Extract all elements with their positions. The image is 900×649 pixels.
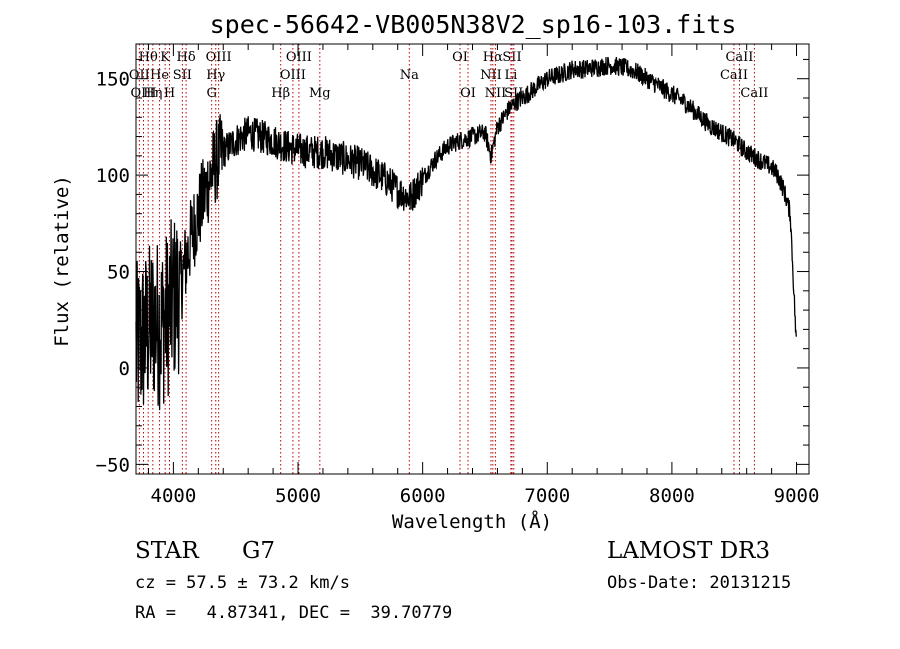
line-label-25: CaII [725, 50, 753, 65]
axes: 4000 5000 6000 7000 8000 9000 −50 0 50 100 150 [96, 44, 820, 507]
line-label-3: K [160, 50, 170, 65]
redshift-cz: cz = 57.5 ± 73.2 km/s [135, 573, 350, 593]
observation-date: Obs-Date: 20131215 [607, 573, 792, 593]
y-tick-label-2: 50 [107, 262, 130, 284]
y-tick-label-4: 150 [96, 69, 130, 91]
plot-frame [135, 43, 810, 475]
line-label-6: SII [173, 68, 192, 83]
line-label-19: Hα [483, 50, 503, 65]
line-label-12: Hβ [271, 86, 290, 101]
line-label-10: Hγ [206, 68, 225, 83]
x-axis-label: Wavelength (Å) [392, 510, 552, 533]
line-label-2: OIII [130, 86, 156, 101]
line-label-7: H [164, 86, 175, 101]
line-label-4: He [150, 68, 169, 83]
y-tick-label-1: 0 [119, 358, 130, 380]
line-label-9: OIII [206, 50, 232, 65]
line-label-22: SII [502, 50, 521, 65]
y-tick-label-3: 100 [96, 165, 130, 187]
chart-title: spec-56642-VB005N38V2_sp16-103.fits [210, 10, 737, 39]
object-class: STAR [135, 538, 199, 564]
line-label-8: Hδ [177, 50, 196, 65]
line-label-17: OI [452, 50, 468, 65]
line-label-20: NII [480, 68, 502, 83]
line-label-13: OIII [286, 50, 312, 65]
line-label-15: Mg [309, 86, 331, 101]
line-label-27: CaII [740, 86, 768, 101]
line-label-21: NII [485, 86, 507, 101]
line-label-5: Hη [143, 86, 162, 101]
line-label-11: G [206, 86, 216, 101]
y-tick-label-0: −50 [96, 454, 130, 476]
spectrum-line [135, 56, 797, 411]
line-label-18: OI [460, 86, 476, 101]
line-label-23: Li [504, 68, 517, 83]
x-tick-label-2: 6000 [400, 485, 446, 507]
x-tick-label-4: 8000 [649, 485, 695, 507]
line-label-1: OII [129, 68, 150, 83]
line-label-14: OIII [280, 68, 306, 83]
x-tick-label-3: 7000 [524, 485, 570, 507]
survey-label: LAMOST DR3 [607, 538, 771, 564]
object-subclass: G7 [242, 538, 276, 564]
line-label-16: Na [400, 68, 419, 83]
line-label-0: Hθ [139, 50, 158, 65]
line-label-26: CaII [720, 68, 748, 83]
x-tick-label-1: 5000 [275, 485, 321, 507]
x-tick-label-5: 9000 [774, 485, 820, 507]
x-tick-label-0: 4000 [151, 485, 197, 507]
ra-dec-coordinates: RA = 4.87341, DEC = 39.70779 [135, 603, 453, 623]
y-axis-label: Flux (relative) [51, 175, 73, 347]
